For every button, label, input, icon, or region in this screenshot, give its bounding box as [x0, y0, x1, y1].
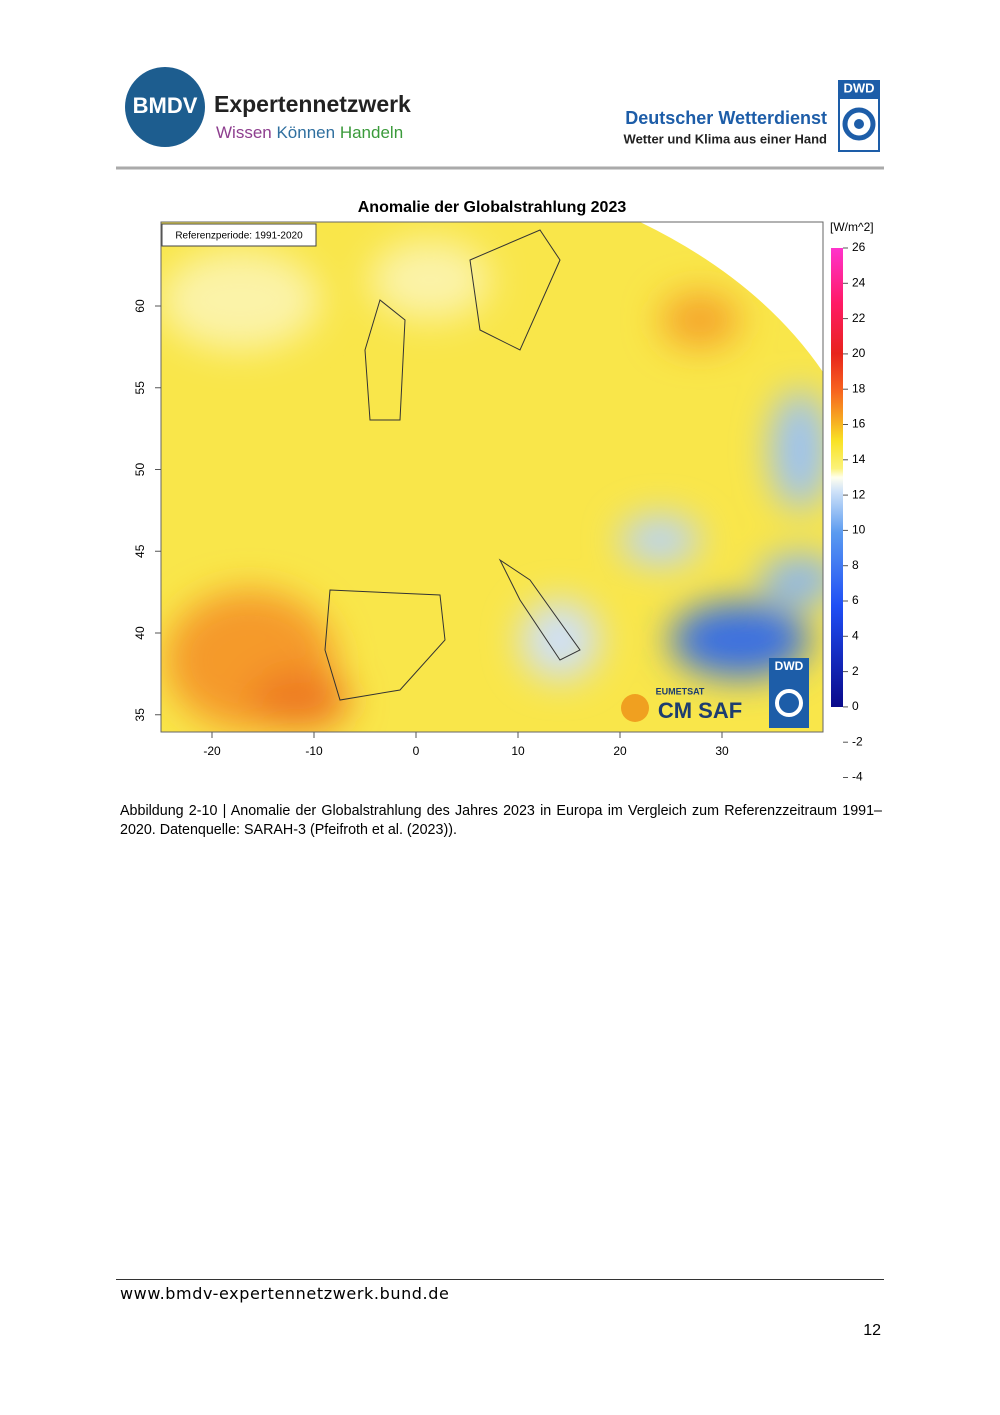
x-tick-label: 20	[613, 744, 627, 758]
x-tick-label: -20	[203, 744, 221, 758]
colorbar-tick-label: 26	[852, 240, 866, 254]
legend-text: Referenzperiode: 1991-2020	[175, 231, 303, 242]
y-tick-label: 55	[133, 381, 147, 395]
colorbar-tick-label: 8	[852, 558, 859, 572]
colorbar-tick-label: 6	[852, 593, 859, 607]
dwd-swirl	[842, 107, 876, 141]
coastlines	[324, 229, 581, 701]
bmdv-badge	[125, 67, 205, 147]
legend-box	[161, 223, 317, 247]
x-tick-label: -10	[305, 744, 323, 758]
y-tick-label: 45	[133, 544, 147, 558]
tagline-word: Können	[276, 123, 335, 142]
page-graphics: BMDV Expertennetzwerk Wissen Können Hand…	[116, 67, 884, 784]
badge-text: BMDV	[133, 93, 198, 118]
colorbar-tick-label: -2	[852, 734, 863, 748]
colorbar-unit: [W/m^2]	[830, 220, 874, 234]
dwd-badge: DWD	[843, 80, 874, 95]
y-tick-label: 50	[133, 463, 147, 477]
colorbar-tick-label: 22	[852, 311, 866, 325]
footer-url: www.bmdv-expertennetzwerk.bund.de	[120, 1284, 450, 1303]
tagline: Wissen Können Handeln	[216, 123, 403, 142]
colorbar-tick-label: 12	[852, 487, 866, 501]
network-name: Expertennetzwerk	[214, 91, 411, 117]
dwd-map-swirl	[775, 689, 803, 717]
eumetsat-icon	[621, 694, 649, 722]
axis-ticks: -20 -10 0 10 20 30605550454035262422201816141…	[133, 240, 866, 784]
colorbar-tick-label: -4	[852, 770, 863, 784]
colorbar-tick-label: 14	[852, 452, 866, 466]
tagline-word: Wissen	[216, 123, 272, 142]
dwd-tagline: Wetter und Klima aus einer Hand	[624, 131, 828, 146]
figure-caption: Abbildung 2-10 | Anomalie der Globalstra…	[120, 803, 882, 838]
eumetsat-text: EUMETSAT	[656, 686, 705, 696]
outside-disk	[640, 222, 823, 372]
y-tick-label: 60	[133, 299, 147, 313]
colorbar-tick-label: 10	[852, 523, 866, 537]
map: Referenzperiode: 1991-2020 EUMETSAT CM S…	[161, 222, 823, 732]
colorbar-tick-label: 18	[852, 381, 866, 395]
colorbar-tick-label: 24	[852, 275, 866, 289]
colorbar-tick-label: 20	[852, 346, 866, 360]
map-frame	[160, 221, 824, 733]
colorbar-tick-label: 4	[852, 628, 859, 642]
colorbar-tick-label: 2	[852, 664, 859, 678]
colorbar-tick-label: 16	[852, 417, 866, 431]
dwd-swirl-core	[854, 119, 864, 129]
dwd-name: Deutscher Wetterdienst	[625, 108, 827, 128]
tagline-word: Handeln	[340, 123, 403, 142]
page-number: 12	[863, 1322, 881, 1339]
dwd-map-badge: DWD	[775, 659, 804, 673]
x-tick-label: 30	[715, 744, 729, 758]
x-tick-label: 10	[511, 744, 525, 758]
x-tick-label: 0	[413, 744, 420, 758]
cmsaf-text: CM SAF	[658, 698, 742, 723]
y-tick-label: 40	[133, 626, 147, 640]
y-tick-label: 35	[133, 708, 147, 722]
figure-title: Anomalie der Globalstrahlung 2023	[358, 199, 627, 216]
footer-rule	[116, 1279, 884, 1280]
colorbar	[831, 248, 843, 707]
colorbar-tick-label: 0	[852, 699, 859, 713]
